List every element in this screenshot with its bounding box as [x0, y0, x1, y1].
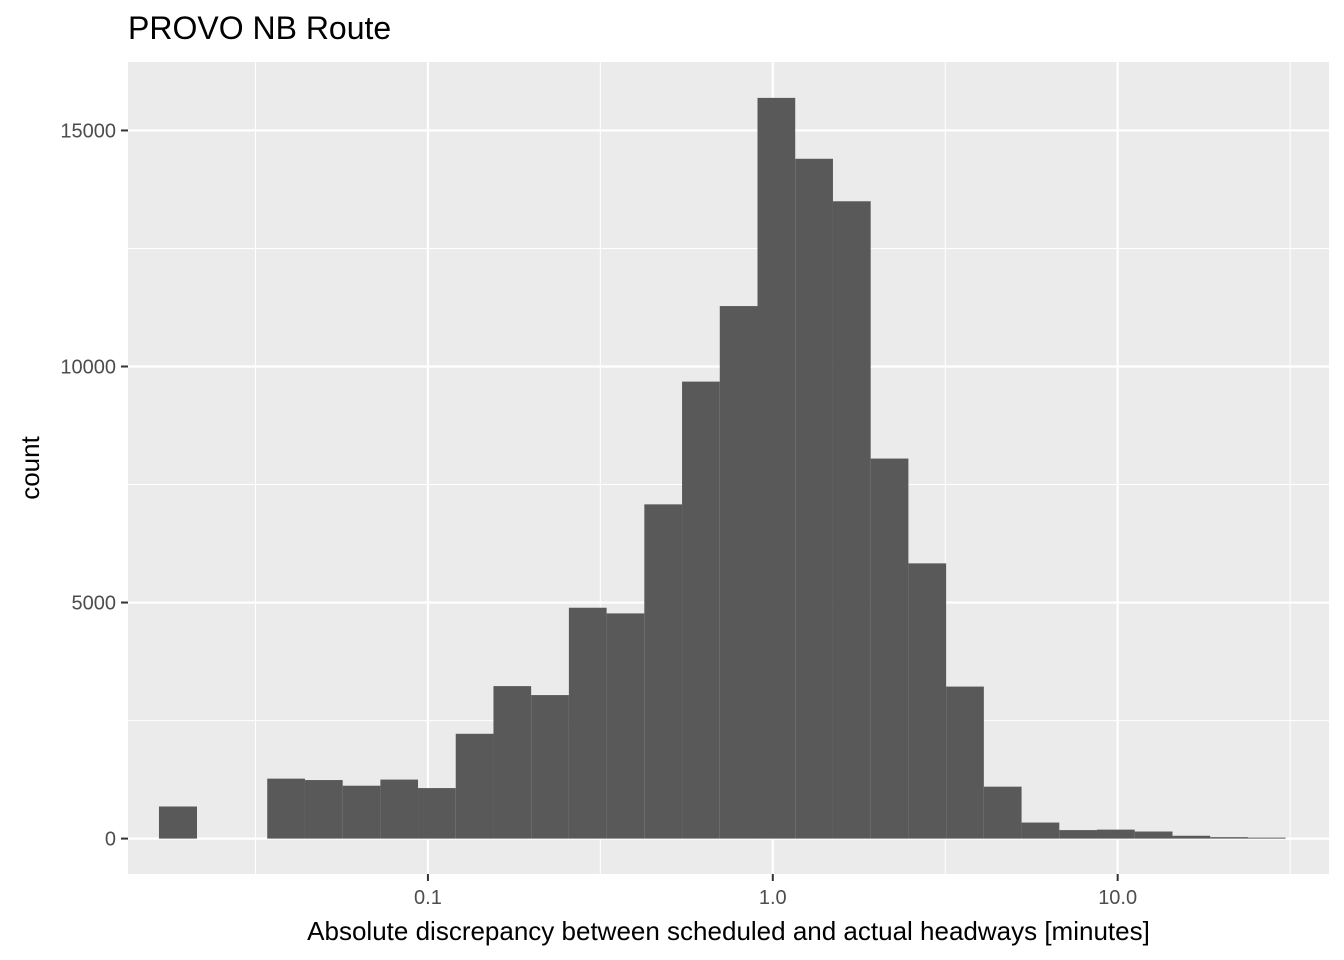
histogram-bar — [1134, 831, 1173, 839]
y-axis: 0 5000 10000 15000 — [60, 120, 128, 851]
histogram-bar — [1021, 822, 1060, 839]
histogram-bar — [946, 686, 984, 839]
histogram-bar — [342, 785, 381, 839]
y-axis-title: count — [15, 435, 45, 499]
histogram-bar — [267, 778, 305, 839]
histogram-bar — [719, 306, 758, 839]
histogram-bar — [757, 97, 796, 839]
histogram-bar — [1247, 837, 1286, 839]
histogram-bar — [983, 786, 1022, 839]
histogram-bar — [682, 381, 720, 839]
histogram-bar — [795, 158, 833, 839]
y-tick-label: 0 — [105, 829, 116, 851]
histogram-bar — [1172, 835, 1211, 839]
chart-title: PROVO NB Route — [128, 10, 392, 46]
histogram-bar — [531, 695, 569, 839]
histogram-bar — [832, 201, 871, 839]
y-tick-label: 15000 — [60, 120, 116, 142]
x-axis-title: Absolute discrepancy between scheduled a… — [307, 916, 1150, 946]
x-tick-label: 0.1 — [414, 887, 442, 909]
histogram-bar — [418, 788, 456, 839]
histogram-bar — [158, 806, 198, 839]
histogram-bar — [1097, 829, 1135, 839]
x-axis: 0.1 1.0 10.0 — [414, 874, 1137, 909]
y-tick-label: 5000 — [72, 593, 117, 615]
x-tick-label: 1.0 — [759, 887, 787, 909]
y-tick-label: 10000 — [60, 357, 116, 379]
histogram-bar — [870, 458, 909, 839]
histogram-bars — [158, 97, 1286, 839]
histogram-bar — [1059, 830, 1098, 839]
histogram-bar — [644, 504, 683, 839]
histogram-bar — [380, 779, 419, 839]
histogram-bar — [455, 733, 494, 839]
histogram-bar — [304, 780, 343, 839]
x-tick-label: 10.0 — [1098, 887, 1137, 909]
histogram-bar — [1210, 837, 1248, 839]
histogram-bar — [493, 686, 532, 839]
histogram-bar — [568, 607, 607, 839]
histogram-bar — [908, 563, 947, 839]
histogram-bar — [606, 613, 645, 839]
